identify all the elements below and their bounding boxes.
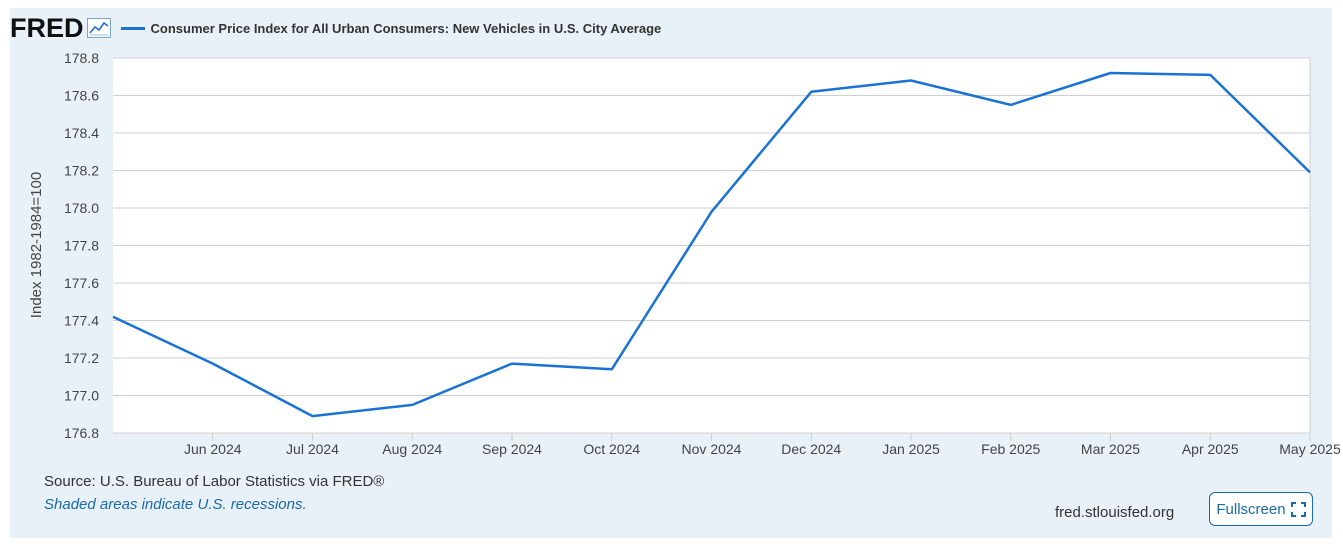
data-point[interactable] [905,75,917,87]
data-point[interactable] [406,399,418,411]
data-point[interactable] [805,86,817,98]
x-tick-label: Aug 2024 [382,441,442,457]
x-tick-label: Mar 2025 [1081,441,1140,457]
data-point[interactable] [706,206,718,218]
legend-swatch [120,26,145,30]
line-chart: 176.8 177.0 177.2 177.4 177.6 177.8 178.0 178.2… [28,50,1341,457]
x-tick-label: Jan 2025 [882,441,940,457]
data-point[interactable] [1105,67,1117,79]
y-tick-label: 177.6 [64,275,99,291]
x-tick-label: Apr 2025 [1182,441,1239,457]
fullscreen-label: Fullscreen [1216,500,1286,518]
y-tick-label: 178.0 [64,200,99,216]
y-tick-label: 177.0 [64,388,99,404]
data-point[interactable] [506,358,518,370]
fullscreen-icon [1290,501,1306,517]
y-tick-label: 178.4 [64,125,99,141]
y-tick-label: 178.6 [64,88,99,104]
x-tick-label: Oct 2024 [583,441,640,457]
legend-label[interactable]: Consumer Price Index for All Urban Consu… [150,20,662,36]
x-tick-label: Jun 2024 [184,441,242,457]
y-tick-label: 177.8 [64,238,99,254]
x-tick-label: May 2025 [1279,441,1341,457]
x-tick-label: Nov 2024 [682,441,742,457]
series-line[interactable] [112,71,1311,418]
source-text: Source: U.S. Bureau of Labor Statistics … [44,473,385,490]
data-point[interactable] [107,311,119,323]
data-point[interactable] [1204,69,1216,81]
y-tick-label: 177.4 [64,313,99,329]
fred-logo[interactable]: FRED [10,12,84,43]
y-tick-label: 178.8 [64,50,99,66]
data-point[interactable] [1304,166,1316,178]
recession-note: Shaded areas indicate U.S. recessions. [44,496,307,513]
x-tick-label: Feb 2025 [981,441,1040,457]
x-tick-label: Sep 2024 [482,441,542,457]
y-tick-label: 178.2 [64,163,99,179]
line-chart-icon [86,18,111,38]
x-tick-label: Jul 2024 [286,441,339,457]
data-point[interactable] [1005,99,1017,111]
chart-header: FRED Consumer Price Index for All Urban … [10,8,661,48]
fullscreen-button[interactable]: Fullscreen [1209,492,1313,526]
data-point[interactable] [207,358,219,370]
data-point[interactable] [606,363,618,375]
x-tick-label: Dec 2024 [781,441,841,457]
y-tick-label: 177.2 [64,350,99,366]
fred-url[interactable]: fred.stlouisfed.org [1055,504,1175,521]
data-point[interactable] [307,410,319,422]
y-tick-label: 176.8 [64,425,99,441]
y-axis-label: Index 1982-1984=100 [28,172,45,318]
